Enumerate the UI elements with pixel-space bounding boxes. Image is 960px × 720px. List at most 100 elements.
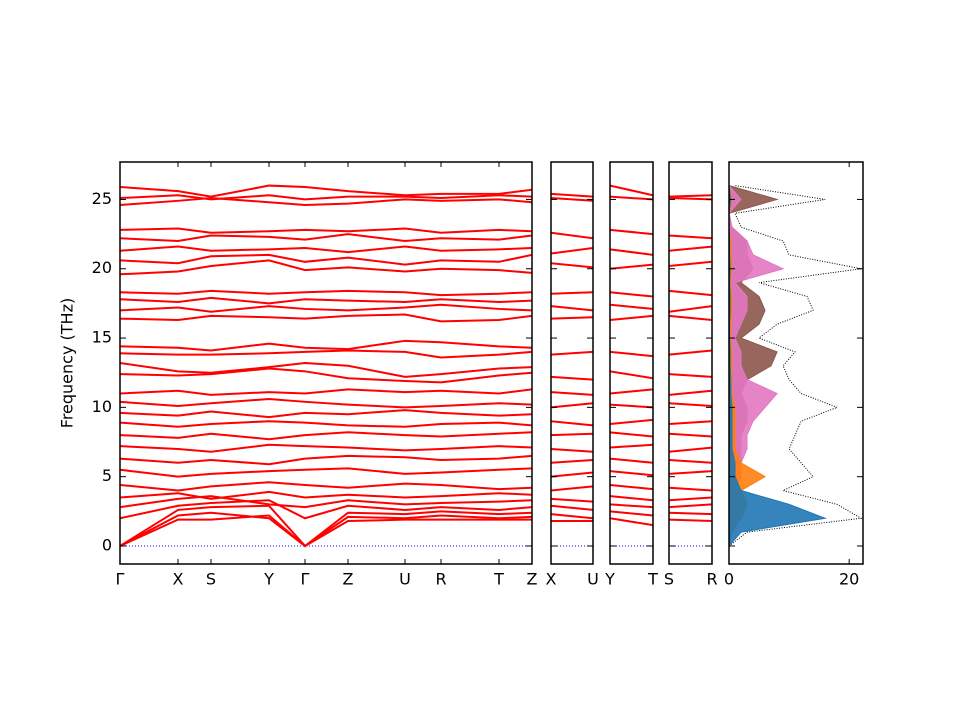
band (551, 513, 593, 520)
band (669, 349, 712, 356)
band (610, 370, 653, 380)
band (551, 471, 593, 478)
band (551, 420, 593, 427)
band (120, 398, 532, 409)
x-tick-label: U (399, 570, 411, 589)
x-tick-label: Γ (116, 570, 125, 589)
band (610, 510, 653, 517)
band (669, 402, 712, 407)
band (551, 375, 593, 381)
band (610, 314, 653, 322)
panel-frame (668, 161, 713, 565)
band (669, 459, 712, 464)
band (669, 420, 712, 425)
x-tick-label: Y (604, 570, 615, 589)
band (120, 495, 532, 509)
band (669, 511, 712, 516)
band (610, 495, 653, 502)
band (669, 194, 712, 198)
band (669, 373, 712, 378)
band (610, 303, 653, 310)
band (669, 432, 712, 438)
band (610, 431, 653, 438)
x-tick-label: T (647, 570, 658, 589)
band (551, 497, 593, 503)
panel-frame (550, 161, 594, 565)
band (120, 194, 532, 201)
band (120, 184, 532, 198)
y-tick-label: 15 (92, 328, 112, 347)
band (669, 486, 712, 492)
band (551, 504, 593, 511)
panel-frame (609, 161, 654, 565)
band (120, 233, 532, 243)
band (669, 245, 712, 252)
band (669, 305, 712, 313)
band (551, 305, 593, 312)
pdos-area (729, 185, 767, 547)
band (120, 227, 532, 234)
x-tick-label: U (587, 570, 599, 589)
x-tick-label: Y (263, 570, 274, 589)
band (120, 514, 532, 548)
band (669, 518, 712, 523)
y-tick-label: 0 (102, 535, 112, 554)
band (551, 197, 593, 202)
band (120, 313, 532, 323)
band (610, 388, 653, 395)
band (610, 291, 653, 298)
x-tick-label: 20 (839, 570, 859, 589)
band (551, 192, 593, 198)
band (610, 403, 653, 409)
band (120, 467, 532, 478)
x-tick-label: R (706, 570, 717, 589)
band (610, 228, 653, 236)
y-tick-label: 20 (92, 258, 112, 277)
band (120, 253, 532, 266)
x-tick-label: Z (343, 570, 354, 589)
band (669, 289, 712, 297)
band (120, 511, 532, 548)
band (551, 350, 593, 356)
band (551, 459, 593, 464)
band (120, 499, 532, 520)
x-tick-label: 0 (724, 570, 734, 589)
band (120, 490, 532, 500)
band (610, 457, 653, 464)
band (551, 231, 593, 240)
band (551, 316, 593, 320)
band (551, 391, 593, 396)
band (669, 503, 712, 509)
band (551, 432, 593, 437)
band (120, 361, 532, 378)
band (120, 197, 532, 206)
band (120, 409, 532, 419)
band (120, 481, 532, 492)
band (120, 367, 532, 384)
band (551, 447, 593, 453)
x-tick-label: S (664, 570, 674, 589)
band (669, 446, 712, 453)
band (610, 263, 653, 270)
band (610, 483, 653, 491)
y-axis-label: Frequency (THz) (58, 298, 77, 428)
band (120, 504, 532, 548)
band (669, 496, 712, 502)
band (551, 291, 593, 295)
band (120, 349, 532, 359)
x-tick-label: R (435, 570, 446, 589)
band (120, 245, 532, 254)
band (120, 388, 532, 396)
band (551, 485, 593, 492)
y-tick-label: 5 (102, 466, 112, 485)
x-tick-label: X (173, 570, 184, 589)
panel-frame (728, 161, 864, 565)
band (610, 470, 653, 477)
y-tick-label: 25 (92, 189, 112, 208)
band (669, 234, 712, 240)
x-tick-label: Γ (301, 570, 310, 589)
x-tick-label: X (546, 570, 557, 589)
band (120, 454, 532, 466)
band (610, 195, 653, 201)
band (551, 402, 593, 409)
